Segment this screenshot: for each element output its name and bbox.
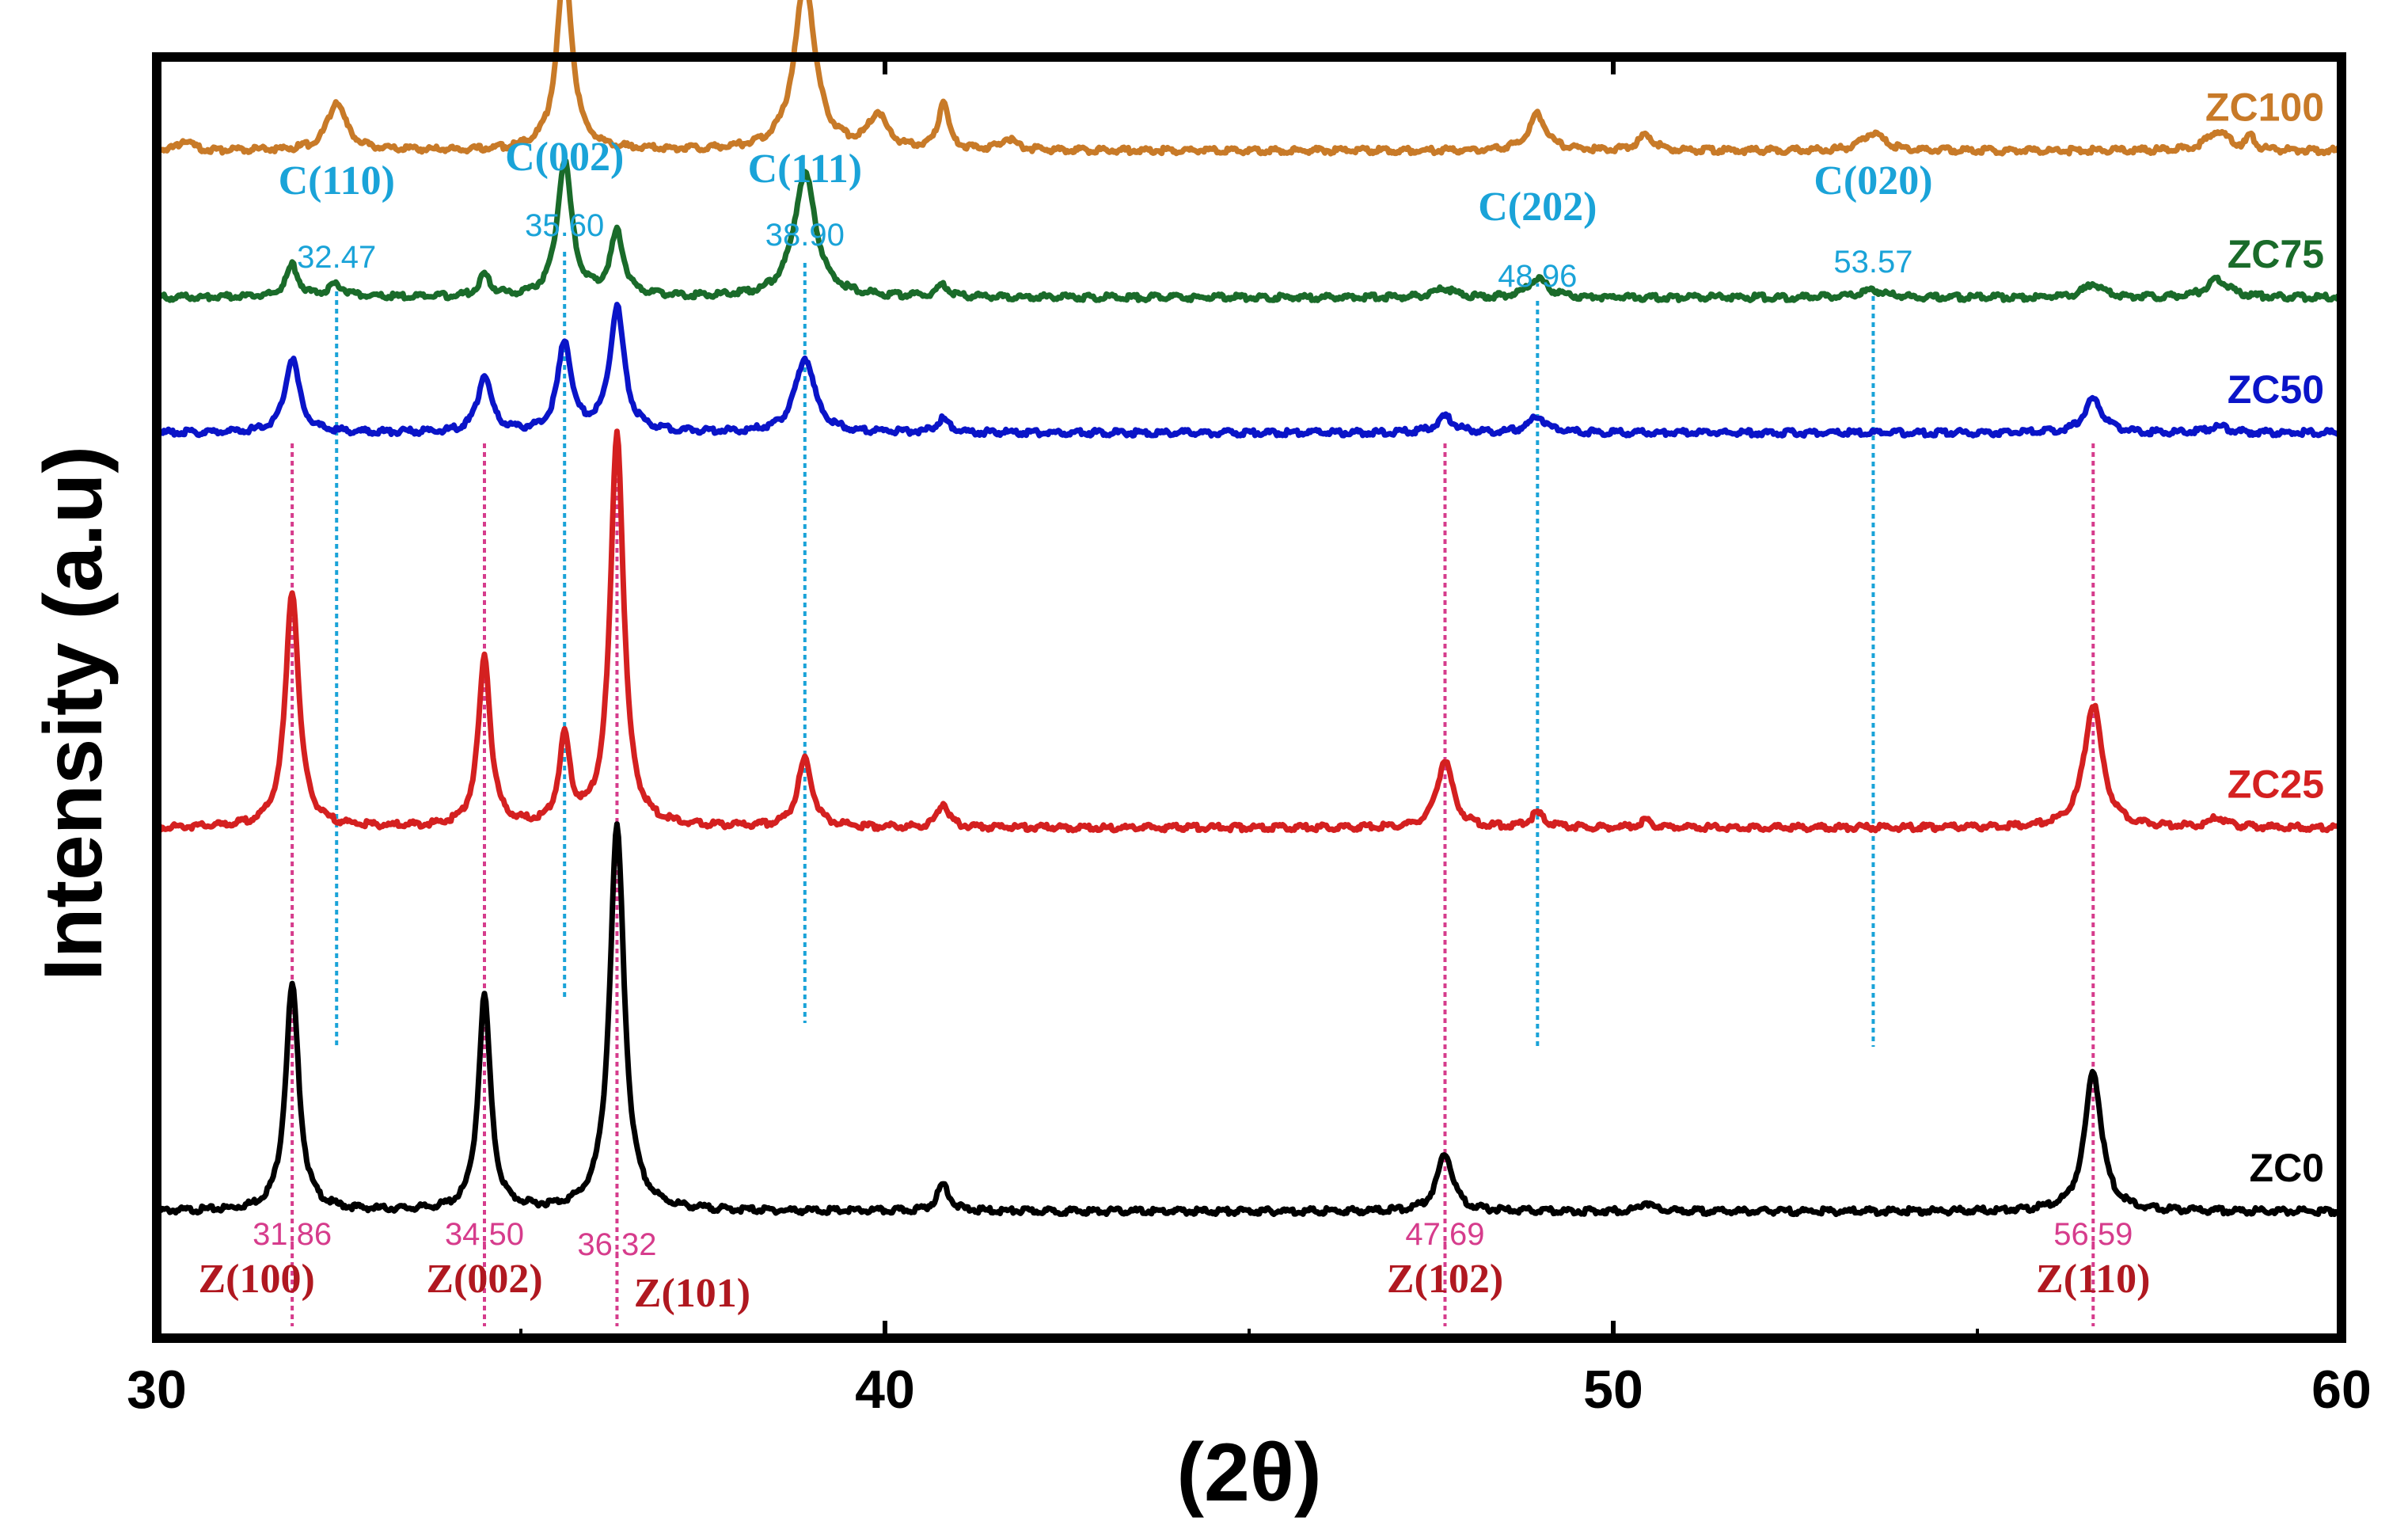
z-phase-position: 56.59 (2053, 1217, 2133, 1252)
x-tick-label: 50 (1583, 1360, 1643, 1420)
c-phase-label: C(111) (748, 146, 862, 192)
reference-lines (291, 252, 2095, 1326)
z-phase-label: Z(100) (198, 1257, 314, 1302)
z-phase-position: 34.50 (445, 1217, 524, 1252)
series-label-zc75: ZC75 (2228, 232, 2324, 276)
z-phase-position: 36.32 (577, 1227, 656, 1262)
c-phase-label: C(002) (505, 135, 624, 180)
z-phase-position: 31.86 (253, 1217, 332, 1252)
x-tick-label: 40 (855, 1360, 915, 1420)
c-phase-label: C(202) (1478, 184, 1597, 230)
x-tick-label: 30 (127, 1360, 187, 1420)
x-axis-title: (2θ) (1176, 1427, 1321, 1519)
series-label-zc25: ZC25 (2228, 763, 2324, 807)
c-phase-position: 38.90 (765, 218, 845, 253)
z-phase-label: Z(002) (426, 1257, 542, 1302)
series-label-zc0: ZC0 (2250, 1146, 2324, 1190)
z-phase-label: Z(101) (634, 1271, 750, 1316)
series-label-zc50: ZC50 (2228, 367, 2324, 412)
series-line-zc75 (156, 158, 2342, 303)
series-label-zc100: ZC100 (2205, 86, 2324, 130)
x-ticks: 30 40 50 60 (127, 57, 2372, 1420)
x-tick-label: 60 (2311, 1360, 2372, 1420)
c-phase-position: 48.96 (1498, 259, 1577, 294)
c-phase-position: 32.47 (297, 240, 376, 275)
series-line-zc0 (155, 821, 2340, 1218)
series-line-zc25 (155, 428, 2340, 834)
c-phase-label: C(020) (1814, 158, 1932, 203)
y-axis-title: Intensity (a.u) (28, 446, 120, 981)
z-phase-label: Z(102) (1387, 1257, 1503, 1302)
c-phase-label: C(110) (279, 158, 395, 203)
z-phase-position: 47.69 (1405, 1217, 1484, 1252)
z-phase-label: Z(110) (2036, 1257, 2150, 1302)
c-phase-position: 35.60 (525, 208, 604, 243)
series-line-zc50 (157, 302, 2341, 439)
series-line-zc100 (157, 0, 2341, 157)
annotations-layer: C(110) 32.47 C(002) 35.60 C(111) 38.90 C(202) 4… (198, 135, 2150, 1316)
series-layer: ZC0 ZC25 ZC50 ZC75 ZC100 (155, 0, 2342, 1218)
c-phase-position: 53.57 (1833, 245, 1912, 280)
